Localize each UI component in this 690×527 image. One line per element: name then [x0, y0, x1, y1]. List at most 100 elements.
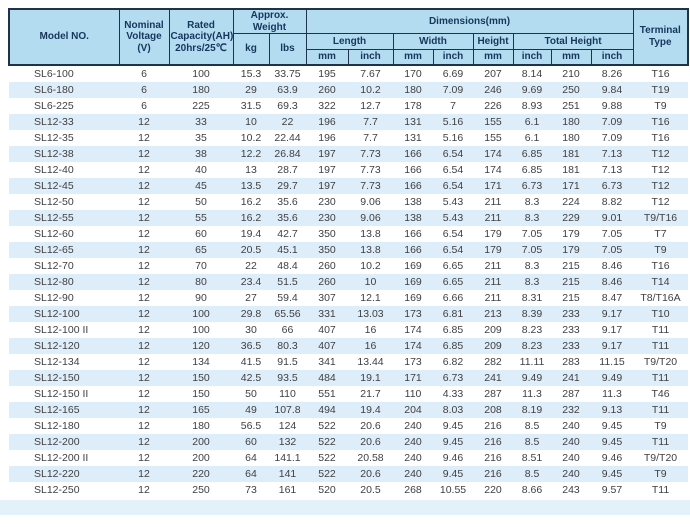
value-cell: 9.84: [601, 83, 623, 96]
value-cell: 48.4: [277, 259, 298, 272]
value-cell: 30: [245, 323, 257, 336]
value-cell: 195: [318, 67, 336, 80]
value-cell: 522: [318, 467, 336, 480]
value-cell: 55: [195, 211, 207, 224]
value-cell: 11.15: [599, 355, 625, 368]
value-cell: 407: [318, 323, 336, 336]
value-cell: 8.66: [521, 483, 543, 496]
value-cell: 27: [245, 291, 257, 304]
model-cell: SL12-80: [34, 275, 74, 288]
value-cell: 50: [245, 387, 257, 400]
value-cell: T9: [654, 243, 667, 256]
value-cell: 207: [484, 67, 502, 80]
value-cell: 21.7: [360, 387, 381, 400]
value-cell: 178: [404, 99, 422, 112]
value-cell: T9/T16: [643, 211, 678, 224]
value-cell: 166: [404, 179, 422, 192]
value-cell: 165: [192, 403, 210, 416]
value-cell: 65.56: [274, 307, 301, 320]
value-cell: 7.7: [363, 131, 378, 144]
value-cell: 8.31: [521, 291, 543, 304]
value-cell: 260: [318, 259, 336, 272]
value-cell: 216: [484, 467, 502, 480]
value-cell: 9.45: [601, 467, 623, 480]
value-cell: 35: [195, 131, 207, 144]
value-cell: 5.43: [442, 195, 464, 208]
value-cell: 240: [562, 419, 580, 432]
value-cell: 211: [484, 259, 502, 272]
value-cell: 209: [484, 323, 502, 336]
value-cell: T9/T20: [643, 451, 678, 464]
value-cell: 35.6: [277, 211, 298, 224]
value-cell: 50: [195, 195, 207, 208]
value-cell: 12: [138, 355, 150, 368]
value-cell: 200: [192, 451, 210, 464]
value-cell: 7.67: [360, 67, 381, 80]
model-cell: SL12-60: [34, 227, 74, 240]
model-cell: SL12-65: [34, 243, 74, 256]
value-cell: 40: [195, 163, 207, 176]
value-cell: 8.26: [601, 67, 623, 80]
value-cell: 7.05: [521, 227, 543, 240]
col-header-total-height: Total Height: [512, 33, 634, 50]
value-cell: T7: [654, 227, 667, 240]
value-cell: 19.4: [360, 403, 381, 416]
value-cell: T11: [651, 403, 670, 416]
value-cell: 49: [245, 403, 257, 416]
value-cell: T11: [651, 323, 670, 336]
value-cell: 180: [562, 115, 580, 128]
value-cell: 287: [562, 387, 580, 400]
model-cell: SL12-165: [34, 403, 80, 416]
col-header-rated-capacity: Rated Capacity(AH) 20hrs/25℃: [168, 8, 234, 66]
value-cell: 6.65: [442, 275, 464, 288]
value-cell: 41.5: [240, 355, 262, 368]
value-cell: 260: [318, 83, 336, 96]
value-cell: 283: [562, 355, 580, 368]
value-cell: 171: [484, 179, 502, 192]
value-cell: 66: [281, 323, 294, 336]
value-cell: 6.54: [442, 243, 464, 256]
value-cell: 5.43: [442, 211, 464, 224]
value-cell: 220: [484, 483, 502, 496]
bottom-band: [0, 500, 690, 515]
value-cell: 9.46: [442, 451, 464, 464]
value-cell: 6.54: [442, 147, 464, 160]
value-cell: 9.13: [601, 403, 623, 416]
model-cell: SL12-200 II: [34, 451, 89, 464]
value-cell: 240: [404, 419, 422, 432]
value-cell: 8.46: [601, 259, 623, 272]
model-cell: SL12-100 II: [34, 323, 89, 336]
value-cell: 8.3: [524, 195, 540, 208]
value-cell: 220: [192, 467, 210, 480]
value-cell: 8.82: [601, 195, 623, 208]
value-cell: 36.5: [240, 339, 262, 352]
value-cell: 197: [318, 163, 336, 176]
value-cell: 166: [404, 227, 422, 240]
value-cell: 45.1: [277, 243, 298, 256]
value-cell: 13.8: [360, 227, 381, 240]
value-cell: 174: [404, 323, 422, 336]
col-header-width: Width: [392, 33, 474, 50]
value-cell: 179: [484, 227, 502, 240]
value-cell: 12: [138, 483, 150, 496]
value-cell: 240: [562, 435, 580, 448]
value-cell: 12: [138, 243, 150, 256]
value-cell: 180: [192, 83, 210, 96]
value-cell: 155: [484, 115, 502, 128]
value-cell: 407: [318, 339, 336, 352]
value-cell: 9.45: [442, 435, 464, 448]
value-cell: 10: [245, 115, 257, 128]
value-cell: 13.8: [360, 243, 381, 256]
value-cell: 268: [404, 483, 422, 496]
value-cell: 9.06: [360, 211, 381, 224]
value-cell: 20.5: [240, 243, 262, 256]
value-cell: 45: [195, 179, 207, 192]
value-cell: 211: [484, 211, 502, 224]
value-cell: 100: [192, 307, 210, 320]
value-cell: 22.44: [274, 131, 301, 144]
table-row: SL12-165 12 165 49 107.8 494 19.4 204 8.03 208 8.1…: [9, 401, 689, 418]
value-cell: 7.09: [601, 131, 623, 144]
value-cell: 56.5: [240, 419, 262, 432]
table-row: SL12-38 12 38 12.2 26.84 197 7.73 166 6.54 174 6.8…: [9, 145, 689, 162]
value-cell: 7.13: [601, 163, 623, 176]
